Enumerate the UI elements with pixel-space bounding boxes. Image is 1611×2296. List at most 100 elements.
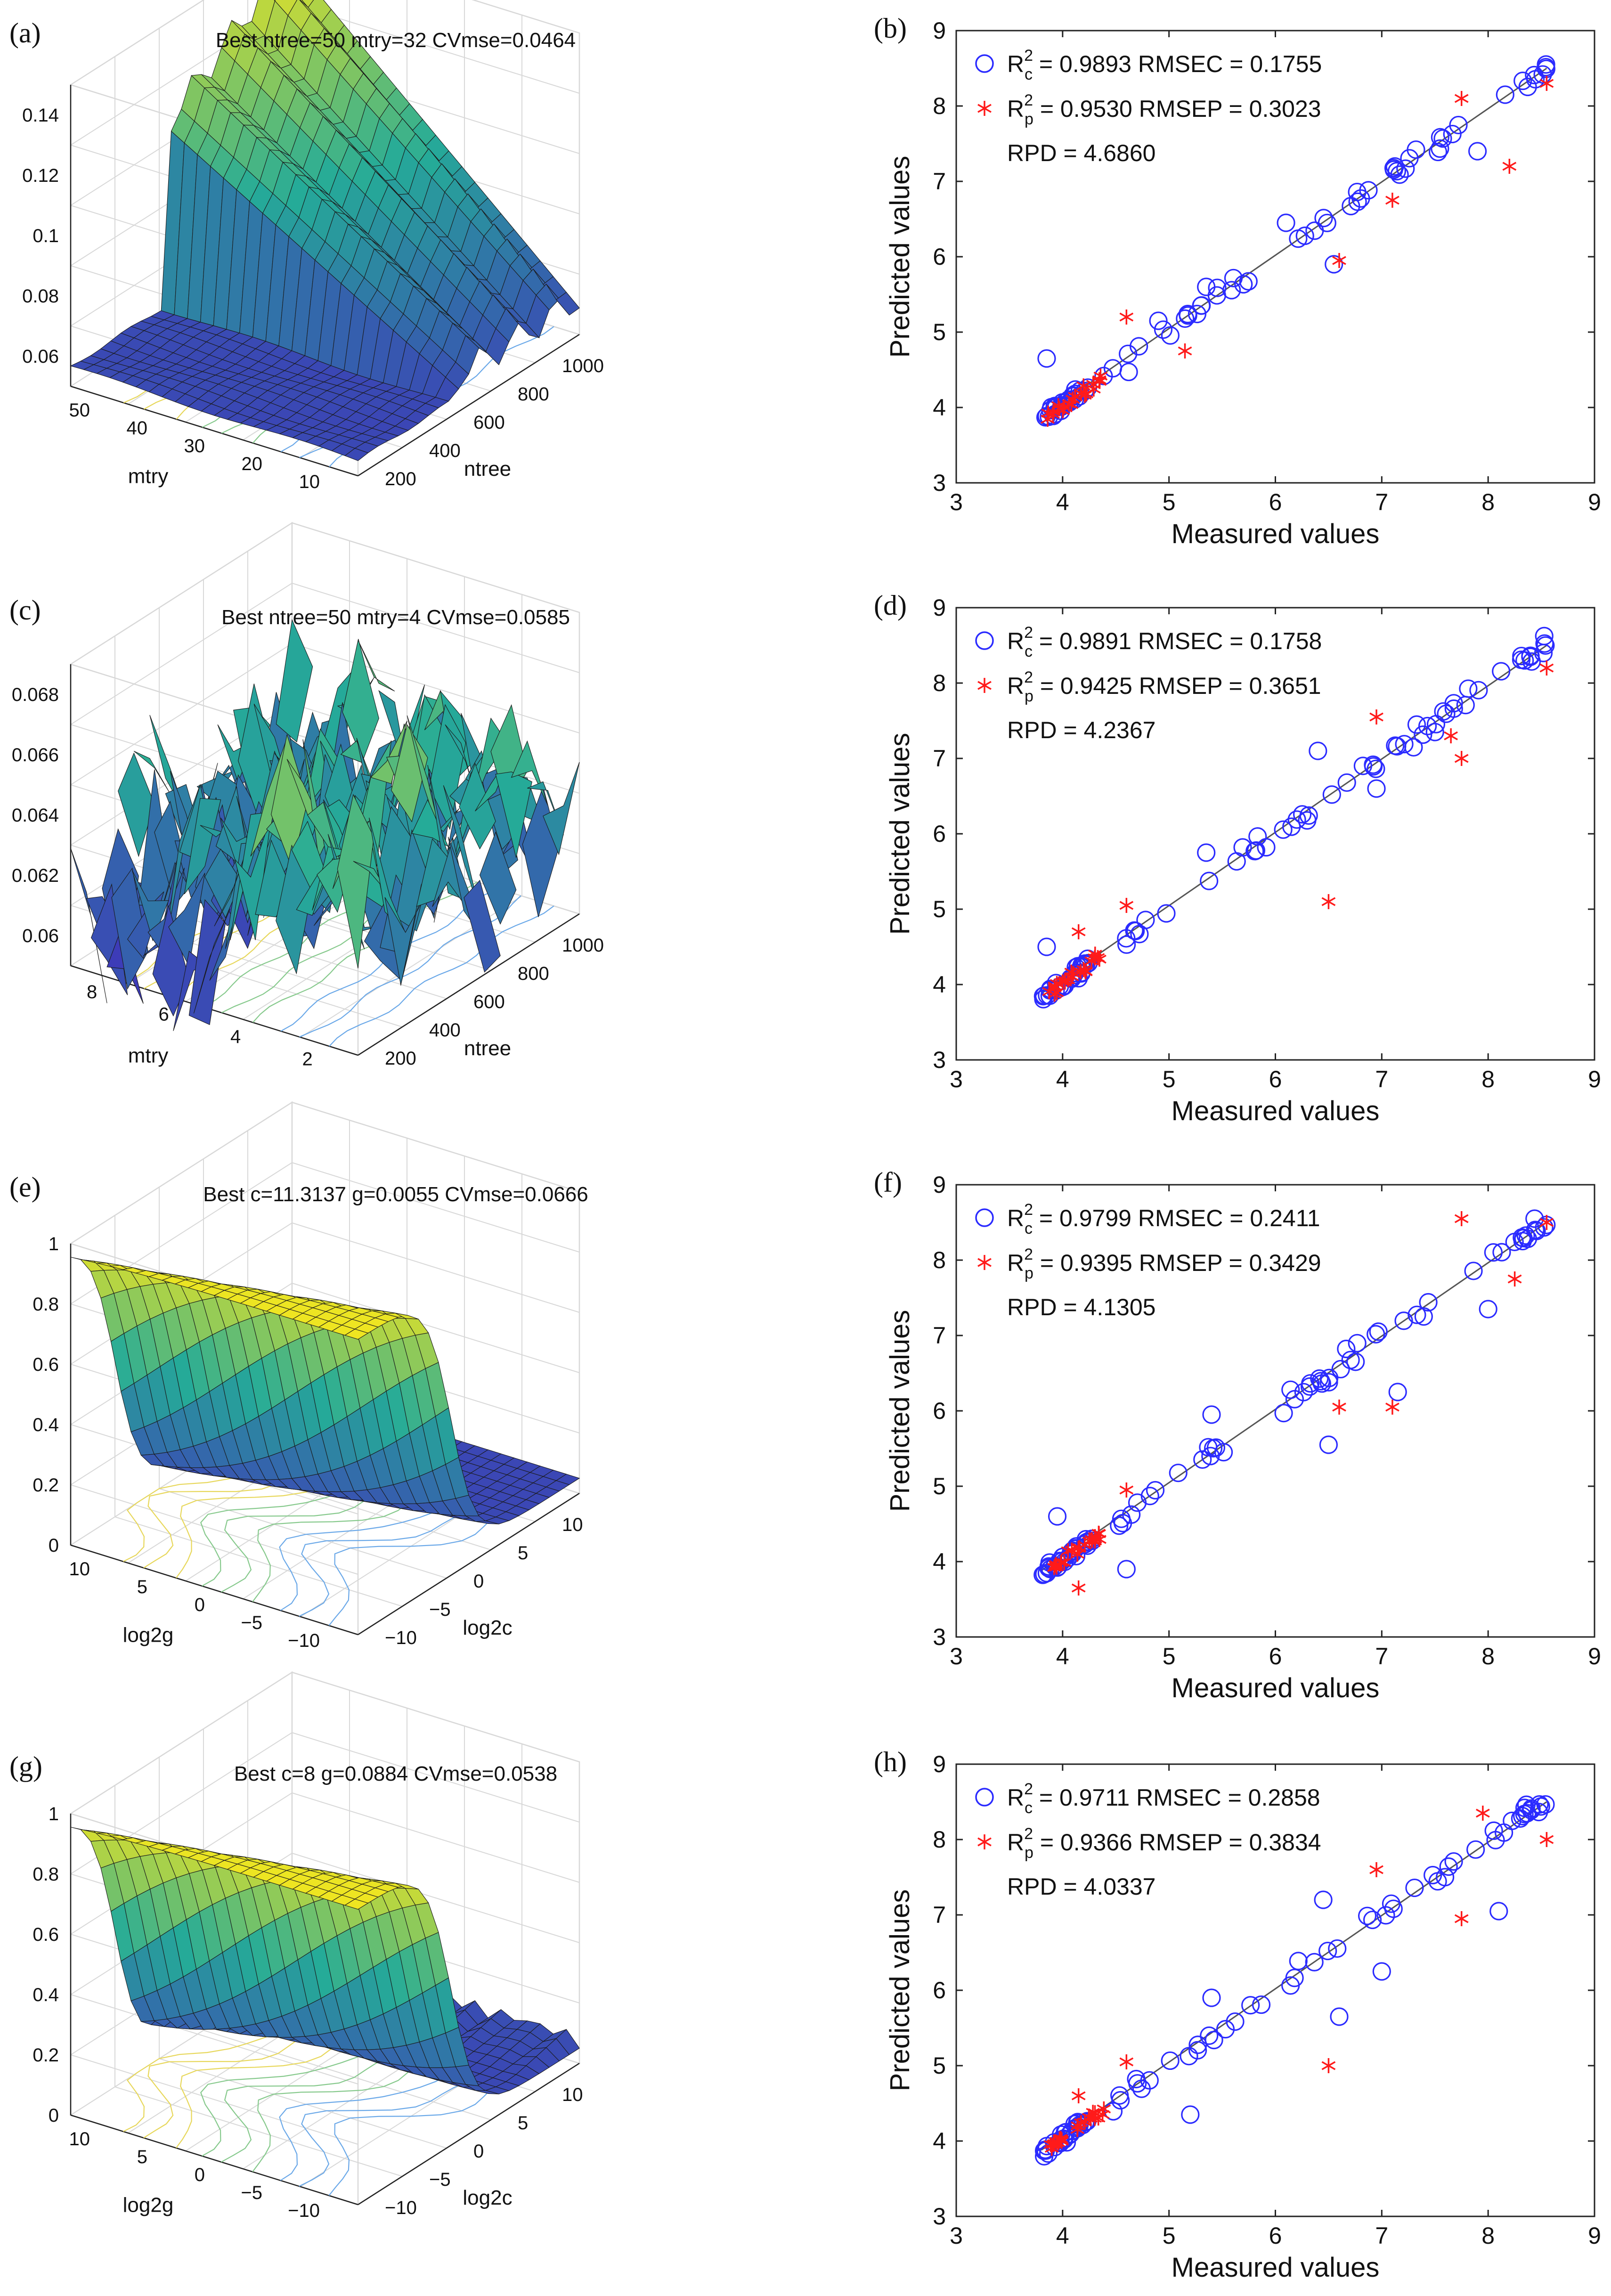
- x-tick-label: 10: [562, 2084, 583, 2105]
- legend-superscript: 2: [1024, 47, 1033, 65]
- calibration-point: [1200, 2026, 1219, 2045]
- z-tick-label: 0.064: [12, 805, 59, 826]
- axis-line: [70, 385, 358, 477]
- legend-calibration-marker: [975, 54, 994, 73]
- calibration-point: [1245, 842, 1264, 861]
- calibration-point: [1309, 741, 1327, 760]
- grid-line: [159, 1488, 447, 1579]
- calibration-point: [1496, 85, 1514, 104]
- prediction-point: [1119, 2054, 1134, 2069]
- calibration-point: [1154, 320, 1173, 339]
- panel-label: (h): [874, 1746, 907, 1777]
- z-tick-label: 1: [49, 1804, 59, 1824]
- grid-line: [114, 1516, 403, 1607]
- axis-line: [358, 1492, 580, 1636]
- x-tick-label: 5: [518, 2113, 528, 2133]
- x-tick-label: 6: [1269, 2223, 1282, 2249]
- x-tick-label: 9: [1588, 1066, 1601, 1092]
- calibration-point: [1328, 1939, 1347, 1958]
- prediction-point: [1071, 924, 1086, 939]
- prediction-series: [1042, 660, 1554, 1002]
- calibration-point: [1514, 1229, 1533, 1247]
- z-tick-label: 0: [49, 1535, 59, 1556]
- calibration-point: [1367, 779, 1386, 798]
- y-tick-label: 5: [137, 2147, 147, 2167]
- y-tick-label: 7: [933, 1902, 946, 1928]
- panel-label: (b): [874, 13, 907, 44]
- calibration-point: [1252, 1995, 1271, 2014]
- y-axis-label: Predicted values: [885, 156, 915, 358]
- x-tick-label: −10: [385, 1628, 417, 1648]
- calibration-point: [1119, 344, 1138, 363]
- z-tick-label: 0.08: [22, 286, 59, 307]
- grid-line: [292, 583, 580, 673]
- y-tick-label: 40: [127, 418, 148, 439]
- calibration-point: [1348, 1334, 1367, 1352]
- calibration-point: [1464, 1262, 1483, 1280]
- z-tick-label: 0.066: [12, 745, 59, 765]
- y-tick-label: 4: [933, 971, 946, 998]
- x-tick-label: 7: [1375, 2223, 1388, 2249]
- surface-facet: [358, 641, 395, 692]
- calibration-point: [1322, 785, 1341, 804]
- calibration-point: [1337, 1339, 1356, 1359]
- surface-facet: [556, 292, 580, 316]
- surface-facet: [429, 704, 466, 830]
- z-tick-label: 0.2: [33, 1475, 59, 1496]
- y-tick-label: 9: [933, 594, 946, 621]
- x-axis-label: Measured values: [1172, 1673, 1380, 1703]
- star-stroke: [1502, 162, 1517, 171]
- calibration-point: [1469, 681, 1488, 700]
- prediction-point: [1061, 1543, 1075, 1559]
- star-stroke: [1054, 2134, 1068, 2143]
- star-stroke: [1076, 965, 1091, 974]
- calibration-point: [1489, 1902, 1508, 1921]
- prediction-point: [1332, 1400, 1346, 1415]
- y-tick-label: −10: [288, 2200, 320, 2221]
- star-stroke: [1539, 79, 1554, 88]
- prediction-point: [1119, 898, 1134, 913]
- calibration-point: [1112, 1509, 1131, 1528]
- prediction-point: [1476, 1806, 1490, 1821]
- calibration-point: [1428, 142, 1448, 162]
- legend-rpd: RPD = 4.0337: [1007, 1873, 1155, 1900]
- calibration-point: [1525, 65, 1544, 84]
- y-tick-label: 6: [933, 1398, 946, 1424]
- surface-panel-g: −10 −5 0 5 10 −10 −5 0 5 10 0 0.2 0.4 0.6 0.8 1 log2c log…: [9, 1671, 583, 2221]
- grid-line: [292, 1162, 580, 1253]
- surface-mesh: [70, 619, 580, 1031]
- y-axis-label: mtry: [128, 1044, 169, 1067]
- x-tick-label: 5: [1163, 1643, 1176, 1669]
- star-stroke: [1057, 1558, 1072, 1567]
- calibration-point: [1337, 773, 1356, 792]
- x-tick-label: 5: [1163, 2223, 1176, 2249]
- legend-calibration-text: R2 c = 0.9711 RMSEC = 0.2858: [1007, 1780, 1320, 1817]
- chart-title: Best c=8 g=0.0884 CVmse=0.0538: [234, 1762, 557, 1785]
- x-tick-label: 8: [1481, 489, 1495, 515]
- y-tick-label: 0: [195, 1595, 205, 1615]
- y-tick-label: 8: [933, 1826, 946, 1853]
- grid-line: [292, 1283, 580, 1373]
- calibration-point: [1274, 1404, 1293, 1423]
- legend-calibration-marker: [975, 1788, 994, 1807]
- y-tick-label: 8: [933, 1247, 946, 1273]
- calibration-point: [1396, 159, 1415, 178]
- star-stroke: [1088, 949, 1102, 959]
- calibration-point: [1405, 1878, 1424, 1897]
- grid-line: [70, 1994, 358, 2084]
- calibration-point: [1534, 643, 1553, 662]
- scatter-panel-f: 33 4 4 5 5 6 6 7 7 8 8 9 9 Measured values Predicted v…: [874, 1167, 1601, 1703]
- x-axis-label: Measured values: [1172, 1096, 1380, 1126]
- star-stroke: [1061, 1546, 1075, 1555]
- calibration-point: [1325, 255, 1343, 274]
- calibration-point: [1224, 269, 1243, 287]
- y-tick-label: 10: [69, 2129, 90, 2149]
- y-axis-label: Predicted values: [885, 1310, 915, 1512]
- calibration-point: [1425, 723, 1444, 741]
- prediction-point: [1071, 2088, 1086, 2103]
- surface-facet: [543, 762, 580, 855]
- grid-line: [292, 3, 580, 94]
- prediction-point: [1539, 1832, 1554, 1847]
- surface-panel-a: 200 400 600 800 1000 10 20 30 40 50 0.06 0.08 0.1 0.1…: [9, 0, 604, 492]
